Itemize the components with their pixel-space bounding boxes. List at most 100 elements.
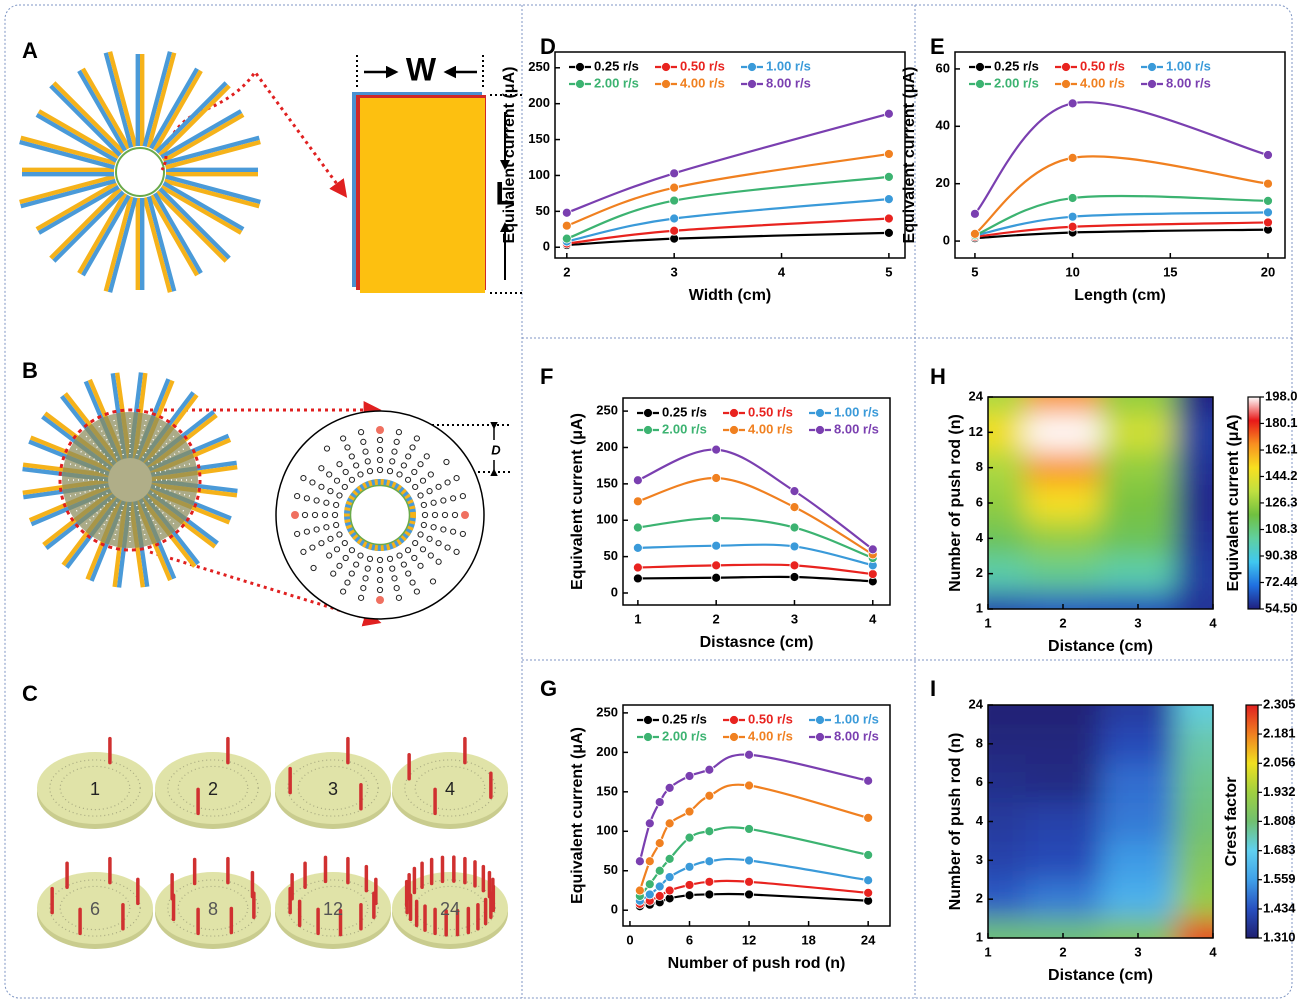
legend-marker — [1148, 63, 1157, 72]
data-point — [745, 824, 754, 833]
hole — [302, 512, 307, 517]
data-point — [884, 172, 893, 181]
legend-marker — [576, 63, 585, 72]
data-point — [868, 545, 877, 554]
data-point — [790, 542, 799, 551]
x-tick-label: 3 — [1134, 944, 1141, 959]
hole — [445, 545, 450, 550]
heatmap-cell — [1101, 919, 1176, 968]
y-tick-label: 6 — [976, 774, 983, 789]
hole — [396, 595, 401, 600]
data-point — [670, 183, 679, 192]
data-point — [1264, 218, 1273, 227]
data-point — [635, 857, 644, 866]
legend-marker — [644, 733, 653, 742]
data-point — [884, 228, 893, 237]
legend-label: 0.25 r/s — [662, 404, 707, 419]
hole — [358, 430, 363, 435]
hole — [427, 489, 432, 494]
hole — [319, 484, 324, 489]
hole — [354, 463, 359, 468]
legend-label: 0.25 r/s — [994, 58, 1039, 73]
hole — [349, 571, 354, 576]
hole — [413, 484, 418, 489]
y-tick-label: 250 — [528, 59, 550, 74]
x-tick-label: 3 — [671, 264, 678, 279]
rod-disc: 4 — [392, 739, 508, 829]
x-tick-label: 20 — [1261, 264, 1275, 279]
legend-marker — [730, 716, 739, 725]
colorbar-tick-label: 1.932 — [1263, 784, 1296, 799]
hole — [401, 562, 406, 567]
hole — [377, 467, 382, 472]
data-point — [790, 503, 799, 512]
x-tick-label: 1 — [984, 944, 991, 959]
legend-marker — [816, 409, 825, 418]
hole — [377, 457, 382, 462]
hole — [337, 462, 342, 467]
y-tick-label: 150 — [596, 783, 618, 798]
data-point — [670, 196, 679, 205]
hole — [310, 480, 315, 485]
legend-label: 0.25 r/s — [662, 711, 707, 726]
rod-hole — [376, 596, 384, 604]
data-point — [884, 214, 893, 223]
rod-count: 12 — [323, 899, 343, 919]
data-point — [655, 882, 664, 891]
legend-marker — [1148, 80, 1157, 89]
heatmap-cell — [1176, 919, 1244, 968]
heatmap-cell — [1176, 367, 1244, 415]
colorbar-tick-label: 180.1 — [1265, 415, 1298, 430]
series-line — [638, 577, 873, 582]
y-tick-label: 250 — [596, 403, 618, 418]
hole — [349, 477, 354, 482]
hole — [354, 562, 359, 567]
legend-label: 0.50 r/s — [680, 58, 725, 73]
legend-marker — [730, 426, 739, 435]
heatmap-cell — [1026, 724, 1101, 763]
y-tick-label: 8 — [976, 459, 983, 474]
heatmap-cell — [1026, 556, 1101, 591]
data-point — [705, 827, 714, 836]
panel-label: E — [930, 34, 945, 59]
legend-label: 2.00 r/s — [994, 75, 1039, 90]
hole — [327, 553, 332, 558]
hole — [377, 567, 382, 572]
heatmap-cell — [1026, 802, 1101, 841]
hole — [343, 555, 348, 560]
x-tick-label: 2 — [563, 264, 570, 279]
data-point — [685, 807, 694, 816]
hole — [331, 571, 336, 576]
rod-hole — [291, 511, 299, 519]
data-point — [1068, 212, 1077, 221]
hole — [361, 586, 366, 591]
hole — [420, 547, 425, 552]
data-point — [670, 169, 679, 178]
data-point — [670, 214, 679, 223]
data-point — [864, 813, 873, 822]
data-point — [745, 856, 754, 865]
data-point — [1264, 196, 1273, 205]
legend-label: 4.00 r/s — [748, 421, 793, 436]
hole — [327, 472, 332, 477]
hole — [436, 559, 441, 564]
hole — [337, 532, 342, 537]
heatmap-cell — [1026, 763, 1101, 802]
hole — [454, 549, 459, 554]
hole — [295, 531, 300, 536]
x-tick-label: 4 — [1209, 944, 1217, 959]
hole — [421, 522, 426, 527]
data-point — [790, 487, 799, 496]
y-tick-label: 24 — [969, 388, 984, 403]
rod-hole — [461, 511, 469, 519]
hole — [390, 459, 395, 464]
colorbar-tick-label: 1.559 — [1263, 871, 1296, 886]
y-axis-label: Number of push rod (n) — [947, 733, 964, 911]
colorbar-tick-label: 1.310 — [1263, 929, 1296, 944]
data-point — [655, 892, 664, 901]
hole — [396, 430, 401, 435]
hole — [328, 489, 333, 494]
heatmap-cells — [958, 675, 1243, 968]
hole — [312, 512, 317, 517]
series-line — [638, 565, 873, 574]
